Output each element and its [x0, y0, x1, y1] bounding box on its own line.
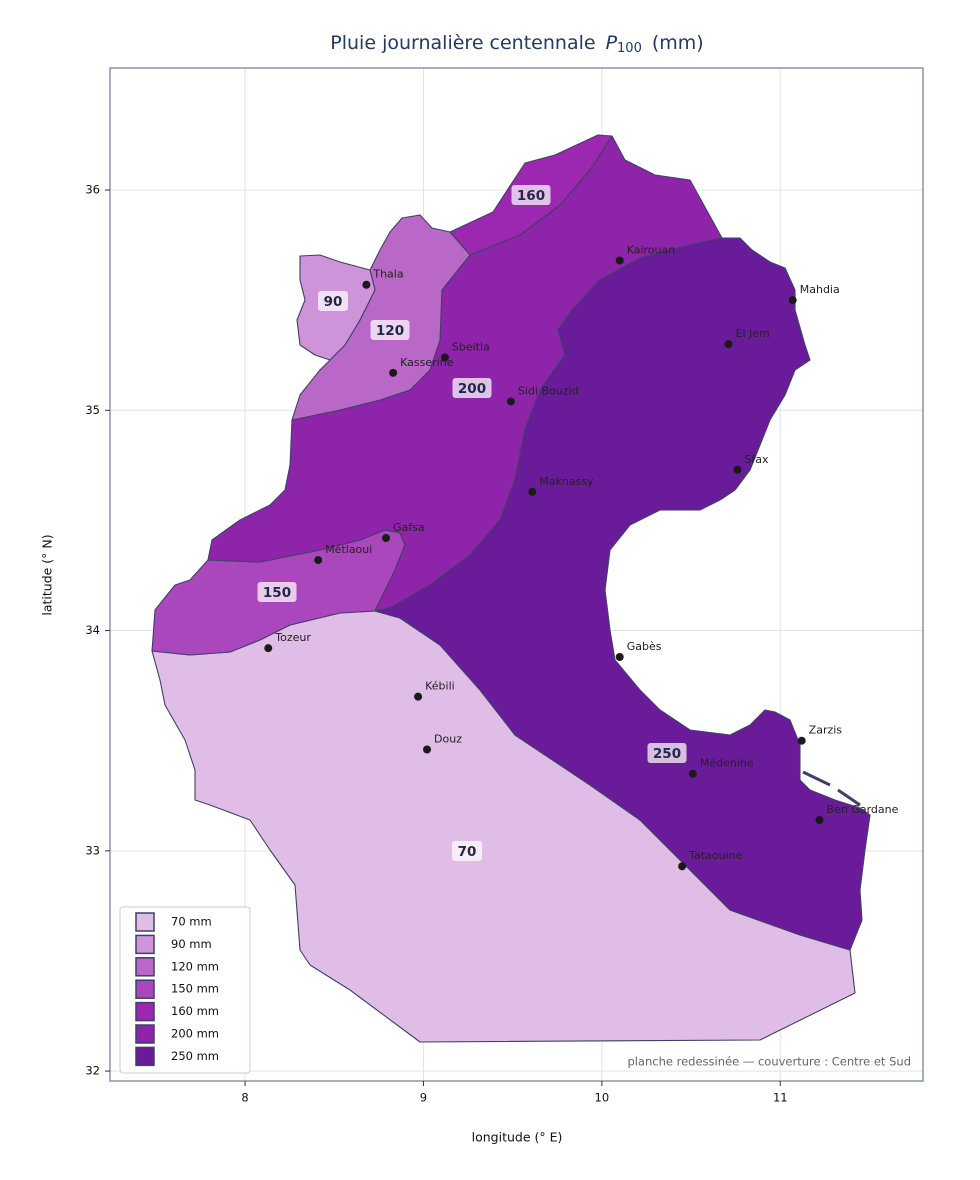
city-label: Kébili [425, 680, 455, 693]
legend: 70 mm 90 mm 120 mm 150 mm 160 mm 200 mm 250 mm [135, 912, 219, 1067]
city-dot [414, 692, 423, 701]
city-dot [362, 280, 371, 289]
city-label: Kairouan [627, 244, 676, 257]
x-tick-label: 10 [595, 1091, 610, 1105]
legend-label: 70 mm [171, 915, 212, 929]
legend-label: 150 mm [171, 982, 219, 996]
cities: Thala Kasserine Sbeitla Kairouan Mahdia El Je… [264, 244, 899, 871]
city-label: Douz [434, 733, 462, 746]
legend-swatch [135, 979, 155, 999]
zone-label-bg [257, 582, 297, 602]
y-tick-label: 35 [85, 403, 100, 417]
city-label: Thala [372, 268, 403, 281]
legend-swatch [135, 1001, 155, 1022]
zone-labels: 70 90 120 150 160 200 250 [257, 185, 687, 861]
legend-swatch [135, 957, 155, 977]
city-dot [724, 340, 733, 349]
title-unit: (mm) [652, 32, 704, 54]
city-label: Zarzis [809, 724, 843, 737]
y-tick-label: 34 [85, 623, 100, 637]
zone-label-bg [647, 743, 687, 763]
city-label: Tataouine [688, 849, 742, 862]
zone-label-bg [370, 320, 410, 340]
zone-label-bg [452, 841, 482, 861]
zone-label: 200 [458, 381, 486, 397]
city-label: Gafsa [393, 521, 425, 534]
city-dot [797, 736, 806, 745]
zones [151, 134, 871, 1043]
x-tick-label: 8 [241, 1091, 248, 1105]
city-dot [423, 745, 432, 754]
city-dot [733, 465, 742, 474]
legend-label: 160 mm [171, 1004, 219, 1018]
y-tick-label: 32 [85, 1064, 100, 1078]
zone-label: 70 [458, 844, 477, 860]
title-text: Pluie journalière centennale [330, 32, 595, 54]
city-label: El Jem [736, 327, 770, 340]
legend-label: 200 mm [171, 1027, 219, 1041]
legend-label: 250 mm [171, 1049, 219, 1063]
city-label: Sfax [744, 453, 769, 466]
legend-swatch [135, 1046, 155, 1067]
x-tick-label: 9 [420, 1091, 427, 1105]
city-dot [688, 769, 697, 778]
zone-label-bg [452, 378, 492, 398]
city-dot [788, 296, 797, 305]
y-tick-label: 33 [85, 843, 100, 857]
city-label: Médenine [700, 757, 754, 770]
zone-label: 160 [517, 188, 545, 204]
legend-label: 120 mm [171, 959, 219, 973]
city-label: Gabès [627, 640, 662, 653]
x-tick-label: 11 [773, 1091, 788, 1105]
city-dot [506, 397, 515, 406]
legend-swatch [135, 934, 155, 955]
city-label: Sbeitla [452, 340, 490, 353]
y-axis-label: latitude (° N) [40, 534, 55, 615]
city-dot [615, 652, 624, 661]
city-dot [389, 368, 398, 377]
city-dot [615, 256, 624, 265]
plot-frame [109, 67, 924, 1082]
city-label: Tozeur [274, 631, 311, 644]
city-label: Mahdia [800, 283, 840, 296]
footnote: planche redessinée — couverture : Centre… [627, 1055, 911, 1069]
city-dot [678, 862, 687, 871]
y-tick-label: 36 [85, 183, 100, 197]
legend-label: 90 mm [171, 937, 212, 951]
city-label: Kasserine [400, 356, 454, 369]
legend-swatch [135, 912, 155, 932]
city-label: Sidi Bouzid [518, 384, 579, 397]
zone-250 [374, 237, 871, 951]
map-title: Pluie journalière centennale P100 (mm) [330, 32, 703, 56]
city-dot [264, 644, 273, 653]
x-axis-label: longitude (° E) [472, 1130, 563, 1145]
zone-label: 120 [376, 323, 404, 339]
city-dot [440, 353, 449, 362]
legend-swatch [135, 1024, 155, 1044]
city-dot [815, 815, 824, 824]
city-label: Maknassy [539, 475, 594, 488]
zone-label-bg [511, 185, 551, 205]
city-dot [528, 487, 537, 496]
zone-label: 90 [324, 294, 343, 310]
title-symbol: P [606, 32, 618, 54]
city-label: Ben Gardane [827, 803, 899, 816]
city-dot [381, 534, 390, 543]
zone-label: 250 [653, 746, 681, 762]
city-dot [314, 556, 323, 565]
zone-label-bg [318, 291, 348, 311]
zone-label: 150 [263, 585, 291, 601]
city-label: Métlaoui [325, 543, 372, 556]
coast-detail [802, 770, 861, 807]
title-subscript: 100 [617, 41, 642, 56]
